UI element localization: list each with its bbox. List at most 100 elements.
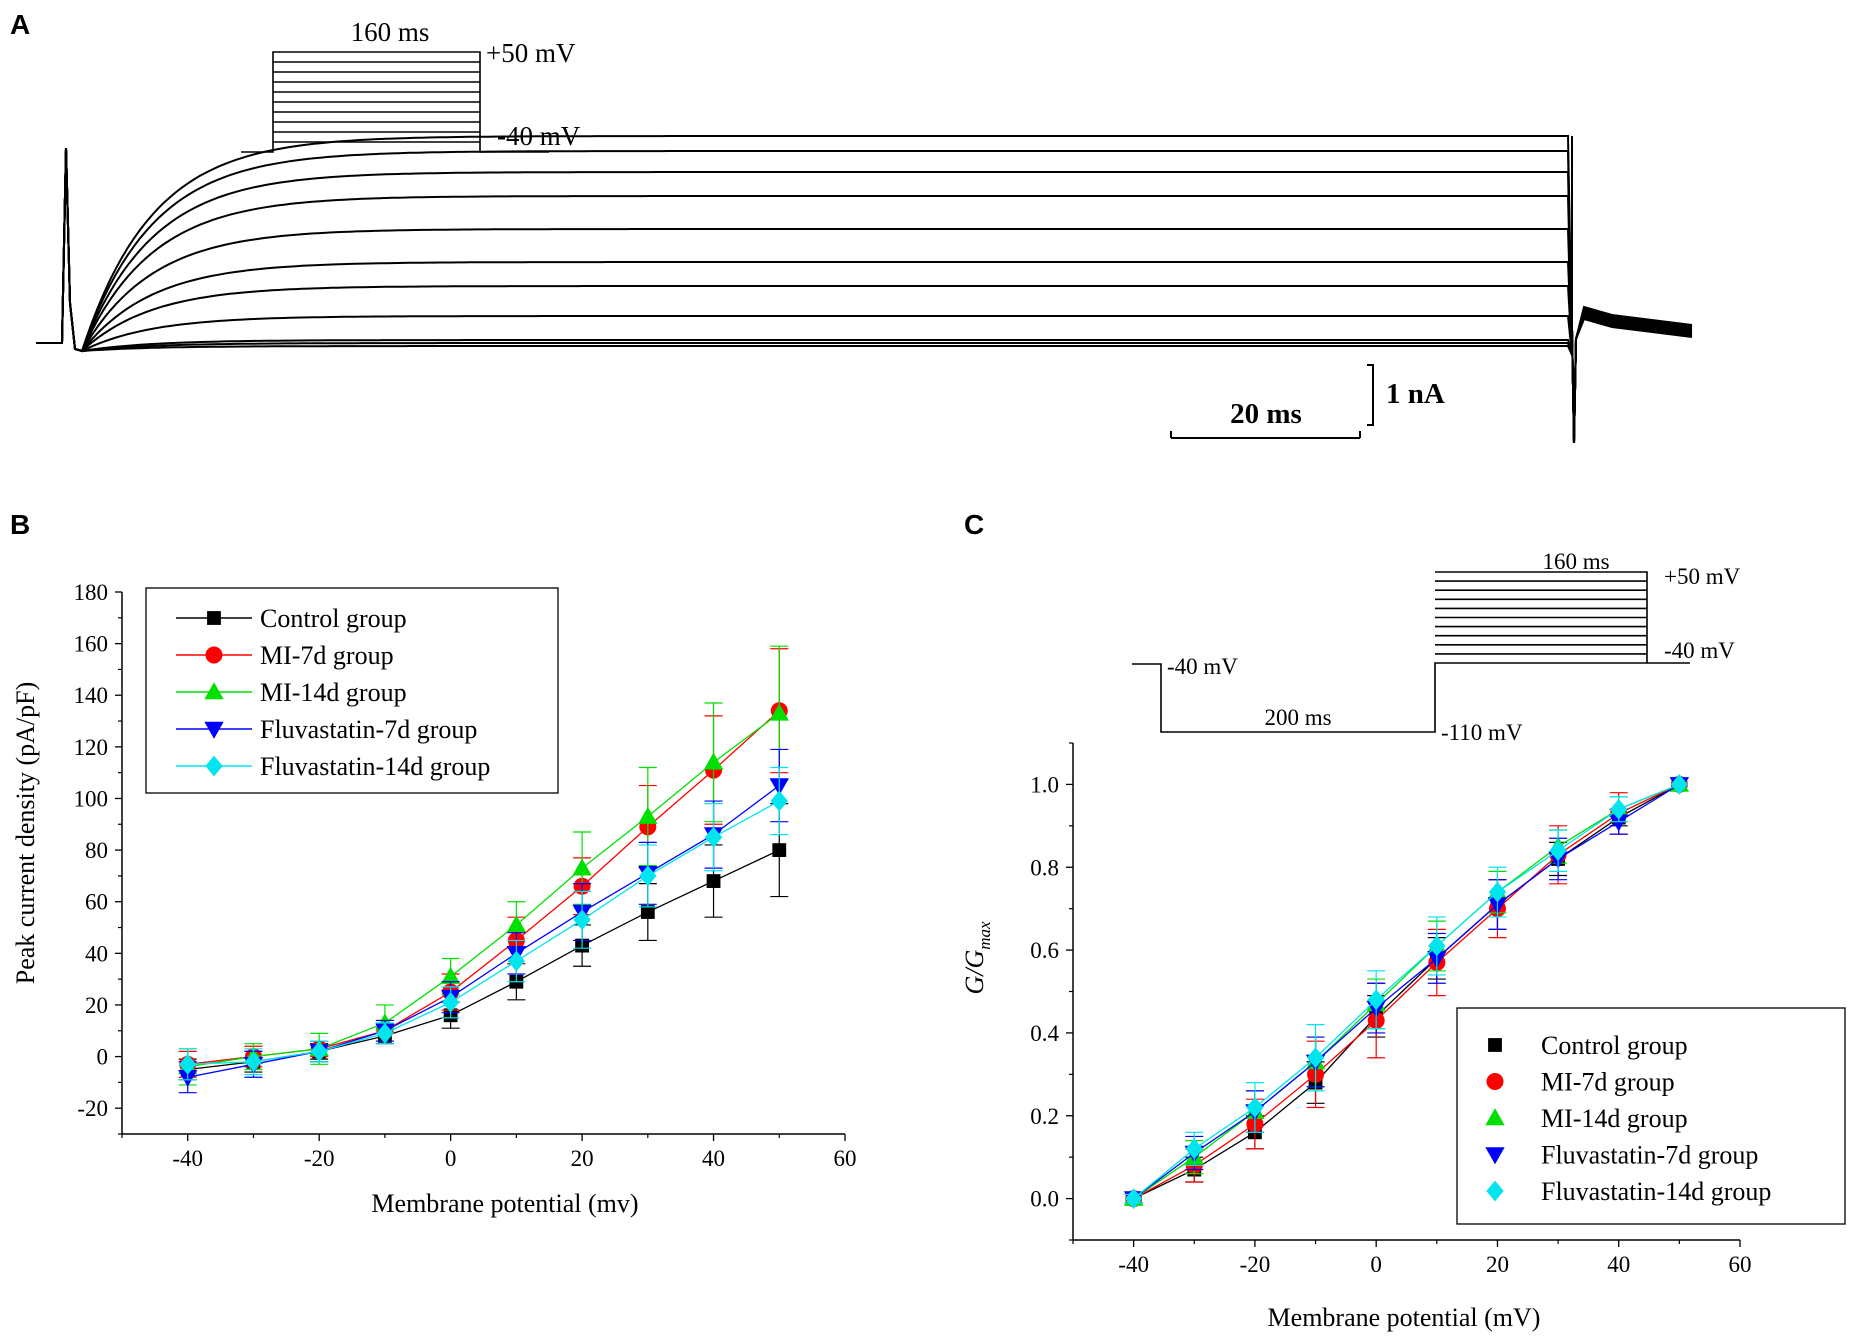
panel-b-legend-label-control: Control group — [260, 604, 407, 633]
panel-c-legend-label-mi7: MI-7d group — [1541, 1068, 1675, 1097]
panel-c-legend-label-flu14: Fluvastatin-14d group — [1541, 1177, 1771, 1206]
panel-b-point-mi14 — [769, 703, 789, 721]
panel-b-legend-label-mi14: MI-14d group — [260, 678, 407, 707]
panel-c-point-flu14 — [1367, 989, 1385, 1011]
panel-b-point-control — [640, 905, 655, 919]
panel-a-protocol-top-voltage: +50 mV — [486, 38, 576, 68]
panel-b-plot-area: -40 -20 0 20 40 60 -20 0 20 40 60 80 100 120 140 160 180 — [74, 580, 857, 1171]
panel-c-x-tick-label: 0 — [1370, 1252, 1382, 1277]
panel-b-legend-label-flu14: Fluvastatin-14d group — [260, 752, 490, 781]
panel-c-protocol-top-voltage: +50 mV — [1664, 564, 1741, 589]
panel-c-legend-item-flu14: Fluvastatin-14d group — [1486, 1177, 1771, 1206]
panel-c-legend-label-flu7: Fluvastatin-7d group — [1541, 1141, 1758, 1170]
panel-b-point-flu14 — [441, 991, 460, 1013]
panel-c-y-tick-label: 0.2 — [1030, 1104, 1059, 1129]
panel-b-y-tick-label: 140 — [74, 683, 109, 708]
panel-b-point-flu14 — [310, 1041, 328, 1062]
panel-c-legend-marker-flu14 — [1486, 1180, 1504, 1202]
panel-c-point-flu14 — [1185, 1138, 1203, 1160]
panel-c-point-flu14 — [1610, 798, 1628, 820]
panel-b-point-mi14 — [572, 858, 592, 876]
panel-c-point-flu14 — [1670, 774, 1689, 795]
panel-c-point-flu14 — [1124, 1188, 1143, 1209]
panel-c-legend-item-flu7: Fluvastatin-7d group — [1485, 1141, 1758, 1170]
panel-b-x-tick-label: 40 — [702, 1146, 725, 1171]
panel-c-legend-marker-mi7 — [1486, 1073, 1504, 1090]
panel-c-chart: 160 ms +50 mV -40 mV -40 mV 200 ms -110 … — [960, 549, 1846, 1332]
panel-b-x-tick-label: 60 — [834, 1146, 857, 1171]
panel-b-y-tick-label: 120 — [74, 735, 109, 760]
panel-c-y-tick-label: 1.0 — [1030, 772, 1059, 797]
panel-c-legend-marker-control — [1488, 1038, 1502, 1052]
panel-c-legend: Control group MI-7d group MI-14d group Fluv… — [1456, 1007, 1846, 1225]
panel-b-y-tick-label: 20 — [85, 993, 108, 1018]
panel-c-x-tick-label: 40 — [1607, 1252, 1630, 1277]
panel-a-current-scale-label: 1 nA — [1386, 378, 1445, 410]
panel-c-series-line-flu7 — [1133, 783, 1680, 1200]
panel-c-y-tick-label: 0.8 — [1030, 855, 1059, 880]
panel-c-series-line-mi14 — [1133, 783, 1680, 1200]
panel-b-y-tick-label: 180 — [74, 580, 109, 605]
panel-b-y-tick-label: 160 — [74, 632, 109, 657]
panel-c-protocol-duration: 160 ms — [1542, 549, 1609, 574]
panel-c-voltage-protocol — [1132, 571, 1690, 733]
panel-b-series-flu7 — [178, 748, 789, 1094]
panel-a: 160 ms +50 mV -40 mV 20 ms 1 nA — [36, 17, 1693, 444]
panel-label-c: C — [964, 509, 984, 540]
panel-a-current-traces — [36, 135, 1693, 444]
panel-c-legend-item-mi14: MI-14d group — [1485, 1104, 1688, 1133]
panel-b-legend-item-mi7: MI-7d group — [176, 641, 394, 670]
panel-c-series-line-control — [1133, 783, 1680, 1200]
panel-c-protocol-prepulse-voltage: -110 mV — [1441, 720, 1523, 745]
panel-c-legend-label-control: Control group — [1541, 1031, 1688, 1060]
panel-b-x-tick-label: -40 — [172, 1146, 203, 1171]
panel-b-x-tick-label: -20 — [304, 1146, 335, 1171]
panel-c-x-tick-label: 20 — [1486, 1252, 1509, 1277]
panel-b-point-mi14 — [638, 806, 658, 824]
panel-a-time-scale-label: 20 ms — [1230, 398, 1302, 430]
panel-c-series-flu14 — [1124, 774, 1689, 1209]
panel-c-protocol-holding-voltage: -40 mV — [1167, 654, 1238, 679]
panel-b-y-tick-label: -20 — [77, 1096, 108, 1121]
panel-b-x-tick-label: 20 — [571, 1146, 594, 1171]
panel-b-legend-marker-mi14 — [204, 682, 224, 700]
panel-b-legend-item-control: Control group — [176, 604, 407, 633]
panel-c-x-tick-label: -20 — [1240, 1252, 1271, 1277]
panel-label-a: A — [10, 9, 30, 40]
panel-b-point-flu14 — [179, 1053, 197, 1075]
panel-b-point-control — [772, 843, 787, 857]
panel-b-series-line-flu14 — [187, 800, 780, 1065]
panel-c-legend-item-mi7: MI-7d group — [1486, 1068, 1675, 1097]
panel-b-y-axis-label: Peak current density (pA/pF) — [11, 682, 40, 985]
panel-b-point-flu14 — [639, 865, 657, 887]
panel-b-legend-item-flu14: Fluvastatin-14d group — [176, 752, 490, 781]
panel-b-legend-label-flu7: Fluvastatin-7d group — [260, 715, 477, 744]
panel-c-point-flu14 — [1488, 881, 1507, 903]
panel-b-y-tick-label: 0 — [97, 1045, 109, 1070]
panel-c-point-flu14 — [1428, 935, 1446, 957]
panel-c-protocol-prepulse-duration: 200 ms — [1264, 705, 1331, 730]
panel-c-y-axis-label: G/Gmax — [960, 921, 994, 995]
panel-a-current-scale-bar — [1367, 364, 1374, 426]
panel-c-point-flu14 — [1549, 840, 1567, 862]
panel-b-y-tick-label: 80 — [85, 838, 108, 863]
panel-b-legend: Control group MI-7d group MI-14d group Fluv… — [145, 587, 559, 794]
panel-a-current-trace — [36, 135, 1693, 444]
panel-b-series-line-flu7 — [187, 785, 780, 1078]
panel-b-chart: -40 -20 0 20 40 60 -20 0 20 40 60 80 100 120 140 160 180… — [11, 580, 857, 1218]
panel-c-protocol-outline — [1435, 571, 1648, 663]
panel-c-point-flu14 — [1306, 1047, 1325, 1069]
panel-c-legend-marker-flu7 — [1485, 1147, 1505, 1165]
panel-c-legend-item-control: Control group — [1488, 1031, 1688, 1060]
panel-b-legend-marker-flu14 — [205, 755, 223, 777]
panel-b-legend-label-mi7: MI-7d group — [260, 641, 394, 670]
panel-b-point-mi14 — [440, 966, 461, 984]
panel-c-plot-area: -40 -20 0 20 40 60 0.0 0.2 0.4 0.6 0.8 1.0 — [1030, 742, 1752, 1277]
panel-b-y-tick-label: 40 — [85, 941, 108, 966]
panel-b-y-tick-label: 60 — [85, 890, 108, 915]
panel-c-x-axis-label: Membrane potential (mV) — [1268, 1303, 1541, 1332]
panel-label-b: B — [10, 509, 30, 540]
panel-b-y-tick-label: 100 — [74, 786, 109, 811]
panel-c-y-tick-label: 0.0 — [1030, 1187, 1059, 1212]
